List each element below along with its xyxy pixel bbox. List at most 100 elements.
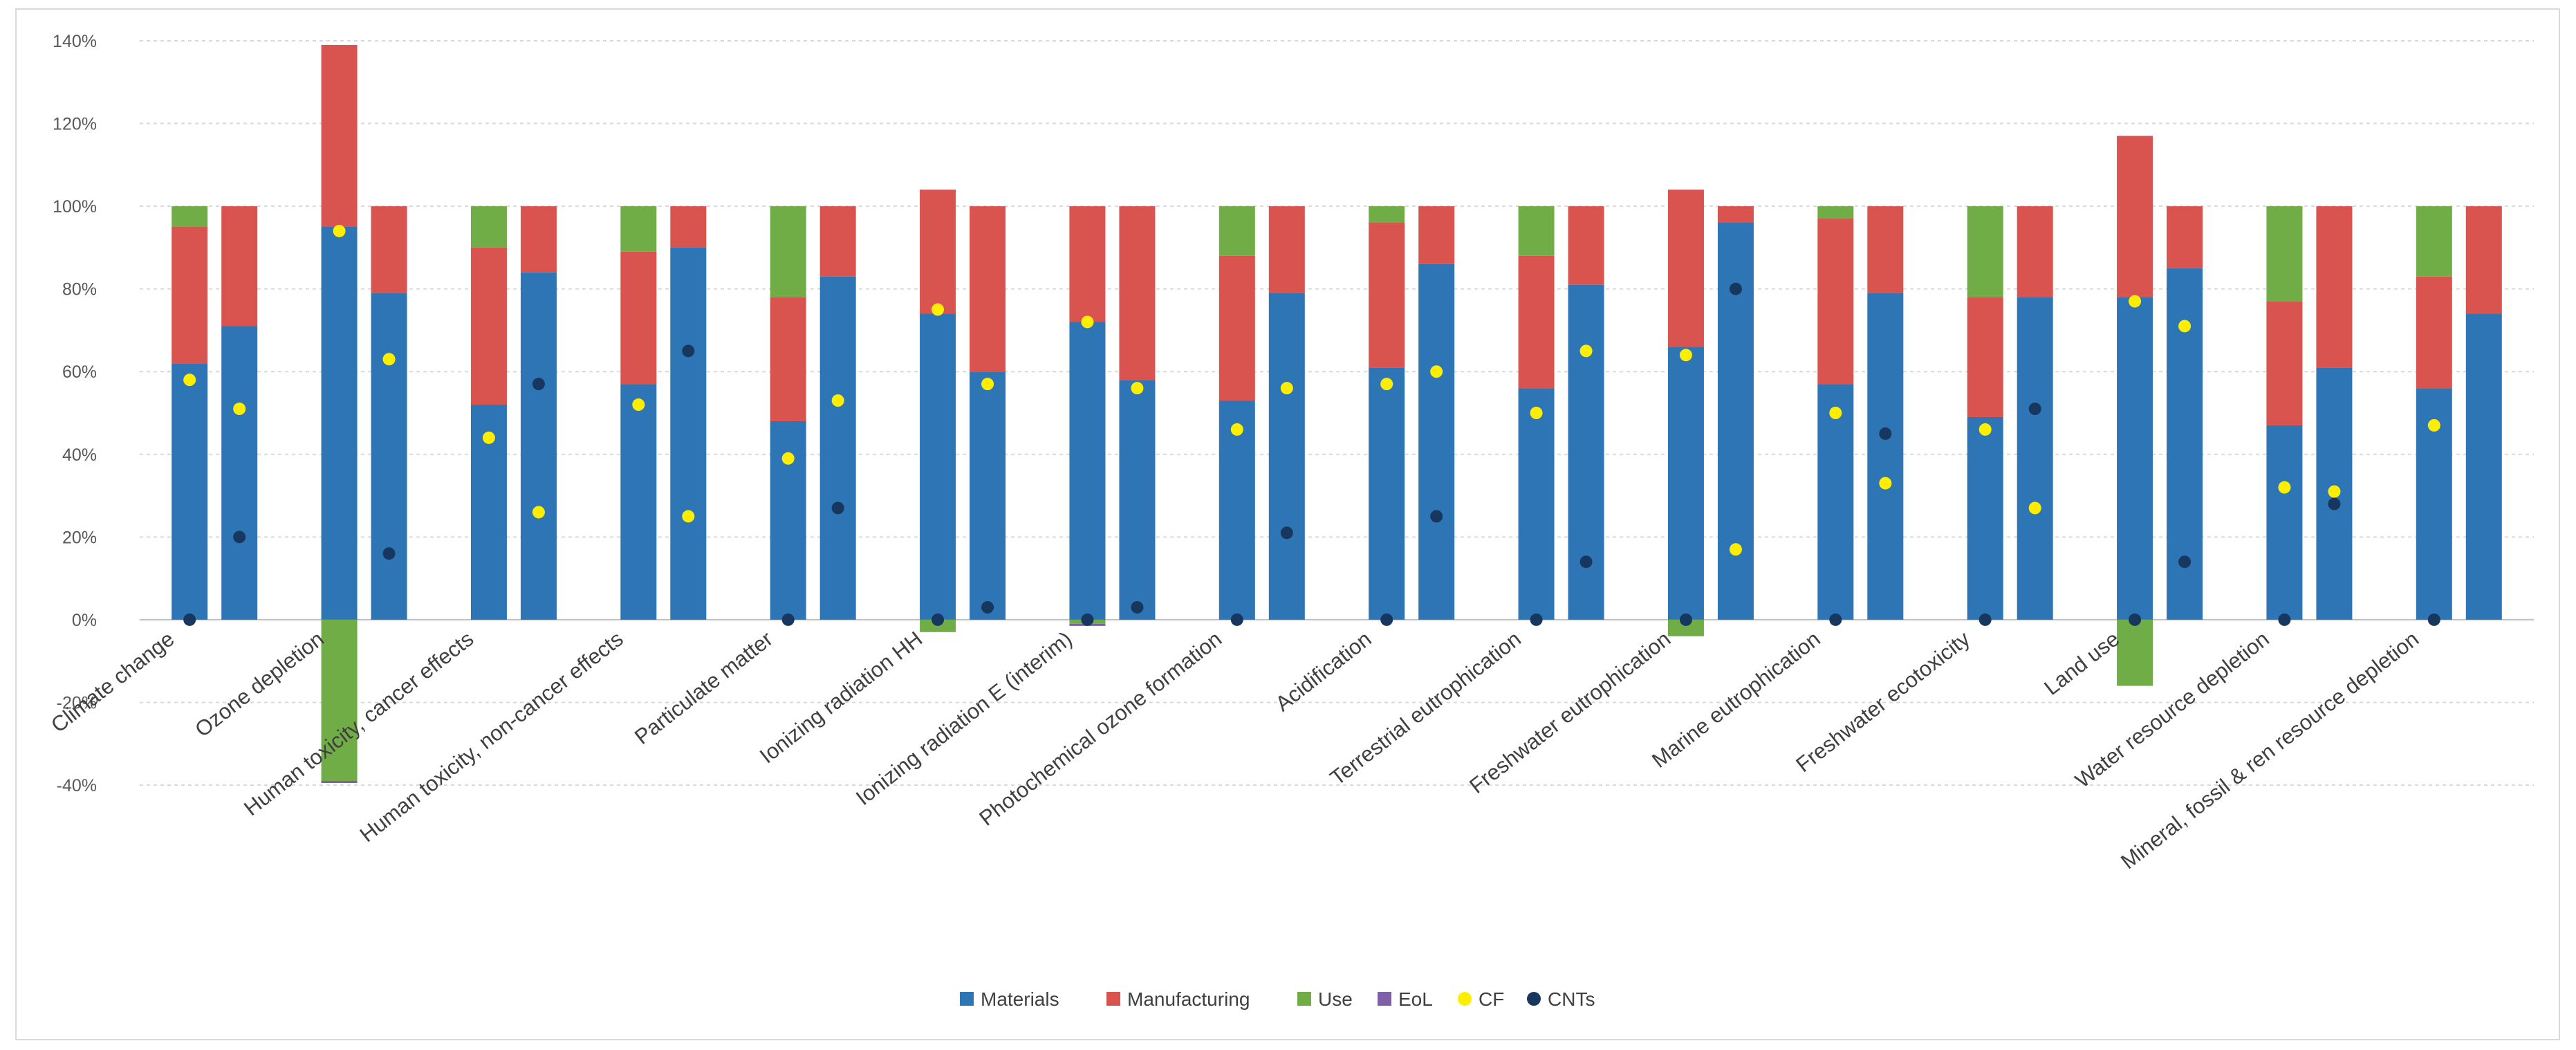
marker-cnts	[1430, 510, 1443, 523]
legend-label: CNTs	[1548, 988, 1595, 1010]
y-tick-label: 120%	[53, 115, 97, 134]
x-category-label: Climate change	[46, 627, 178, 737]
marker-cf	[932, 303, 945, 316]
bar-segment-manufacturing	[920, 190, 956, 314]
marker-cf	[2028, 501, 2041, 515]
bar-segment-materials	[1717, 223, 1754, 620]
marker-cnts	[1131, 600, 1144, 614]
marker-cnts	[532, 378, 545, 391]
marker-cnts	[932, 613, 945, 626]
bar-segment-manufacturing	[371, 206, 407, 293]
bar-segment-materials	[1369, 367, 1405, 620]
y-tick-label: 40%	[62, 445, 97, 465]
x-category-label: Particulate matter	[630, 627, 777, 749]
markers-layer	[183, 224, 2440, 626]
marker-cf	[183, 374, 196, 387]
marker-cnts	[2129, 613, 2142, 626]
bar-segment-use	[1218, 206, 1255, 256]
bar-segment-materials	[970, 371, 1006, 620]
bar-segment-materials	[1119, 380, 1156, 620]
y-axis: -40% -20% 0% 20% 40% 60% 80% 100% 120% 140%	[53, 32, 97, 795]
legend-label: Materials	[981, 988, 1059, 1010]
marker-cf	[1430, 365, 1443, 378]
bar-segment-manufacturing	[1218, 255, 1255, 401]
bar-segment-use	[470, 206, 507, 248]
legend-item-cnts: CNTs	[1527, 988, 1595, 1010]
bar-segment-manufacturing	[221, 206, 258, 326]
bar-segment-use	[172, 206, 208, 227]
marker-cnts	[1829, 613, 1842, 626]
legend-swatch	[1106, 992, 1120, 1006]
bar-segment-materials	[1069, 322, 1106, 620]
legend-item-cf: CF	[1458, 988, 1504, 1010]
marker-cnts	[831, 501, 844, 515]
marker-cf	[682, 510, 695, 523]
bar-segment-manufacturing	[2316, 206, 2353, 368]
marker-cf	[1579, 344, 1593, 358]
stacked-bar-chart: -40% -20% 0% 20% 40% 60% 80% 100% 120% 140% Clima…	[46, 32, 2534, 1010]
marker-cnts	[183, 613, 196, 626]
grid-layer	[140, 40, 2534, 786]
bar-segment-materials	[2117, 297, 2153, 620]
bar-segment-manufacturing	[470, 247, 507, 405]
marker-cf	[233, 403, 246, 416]
legend: Materials Manufacturing Use EoL CF CNTs	[960, 988, 1595, 1010]
bar-segment-use	[321, 619, 358, 782]
marker-cf	[781, 452, 795, 465]
marker-cf	[1081, 315, 1094, 329]
bar-segment-manufacturing	[1518, 255, 1555, 389]
marker-cf	[1729, 543, 1742, 556]
legend-item-materials: Materials	[960, 988, 1059, 1010]
legend-item-manufacturing: Manufacturing	[1106, 988, 1250, 1010]
marker-cnts	[2278, 613, 2291, 626]
bar-segment-manufacturing	[1568, 206, 1604, 285]
marker-cnts	[1280, 526, 1293, 540]
bar-segment-eol	[321, 781, 358, 784]
bar-segment-manufacturing	[1418, 206, 1455, 264]
marker-cnts	[682, 344, 695, 358]
marker-cf	[1679, 349, 1692, 362]
bar-segment-use	[1967, 206, 2003, 297]
bar-segment-use	[1369, 206, 1405, 223]
bar-segment-use	[1817, 206, 1854, 219]
legend-item-use: Use	[1297, 988, 1353, 1010]
marker-cnts	[1579, 555, 1593, 569]
bar-segment-manufacturing	[2416, 276, 2452, 389]
marker-cnts	[2427, 613, 2440, 626]
legend-swatch	[960, 992, 974, 1006]
x-category-label: Ionizing radiation HH	[755, 627, 927, 768]
legend-swatch	[1378, 992, 1391, 1006]
bar-segment-materials	[172, 363, 208, 620]
marker-cf	[532, 506, 545, 519]
y-tick-label: -40%	[57, 776, 97, 795]
marker-cf	[2427, 418, 2440, 432]
marker-cf	[1530, 407, 1543, 419]
y-tick-label: 0%	[72, 611, 97, 630]
marker-cnts	[781, 613, 795, 626]
marker-cnts	[2028, 403, 2041, 416]
bar-segment-materials	[1967, 416, 2003, 620]
bar-segment-materials	[770, 421, 806, 620]
y-tick-label: 100%	[53, 197, 97, 217]
marker-cf	[2328, 485, 2341, 498]
marker-cnts	[1979, 613, 1992, 626]
bar-segment-materials	[221, 326, 258, 620]
bar-segment-manufacturing	[1717, 206, 1754, 223]
bar-segment-use	[620, 206, 657, 252]
marker-cf	[1131, 382, 1144, 395]
marker-cnts	[981, 600, 994, 614]
bar-segment-manufacturing	[819, 206, 856, 277]
bar-segment-materials	[1667, 347, 1704, 620]
bar-segment-materials	[819, 276, 856, 620]
marker-cf	[1230, 423, 1243, 436]
bar-segment-manufacturing	[2017, 206, 2053, 297]
bar-segment-materials	[1218, 400, 1255, 620]
bar-segment-materials	[1418, 264, 1455, 620]
bar-segment-use	[1518, 206, 1555, 256]
x-category-label: Human toxicity, non-cancer effects	[355, 627, 628, 847]
y-tick-label: 140%	[53, 32, 97, 51]
x-category-label: Ozone depletion	[190, 627, 328, 742]
marker-cf	[1979, 423, 1992, 436]
marker-cf	[382, 353, 396, 366]
